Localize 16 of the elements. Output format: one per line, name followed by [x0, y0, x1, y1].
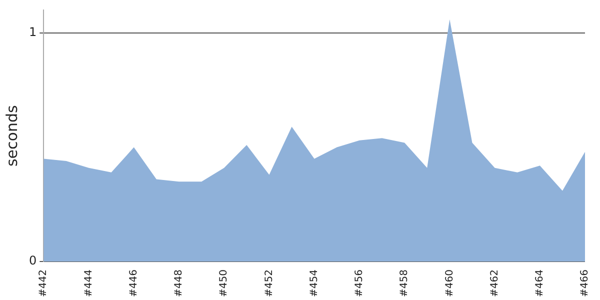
- y-tick-label: 1: [28, 25, 37, 40]
- x-tick-label: #446: [128, 270, 140, 298]
- x-tick-label: #456: [354, 270, 366, 298]
- x-tick-label: #454: [308, 270, 320, 298]
- y-tick-label: 0: [28, 254, 37, 268]
- x-tick-label: #464: [534, 270, 546, 298]
- x-tick-label: #448: [174, 270, 185, 298]
- y-axis-title: seconds: [2, 105, 21, 167]
- x-tick-label: #466: [580, 270, 591, 298]
- x-tick-label: #442: [38, 270, 50, 298]
- x-tick-label: #444: [83, 270, 94, 298]
- x-tick-label: #450: [218, 270, 230, 298]
- x-tick-label: #458: [399, 270, 410, 298]
- x-tick-label: #460: [444, 270, 456, 298]
- x-tick-label: #452: [264, 270, 275, 298]
- x-tick-label: #462: [489, 270, 500, 298]
